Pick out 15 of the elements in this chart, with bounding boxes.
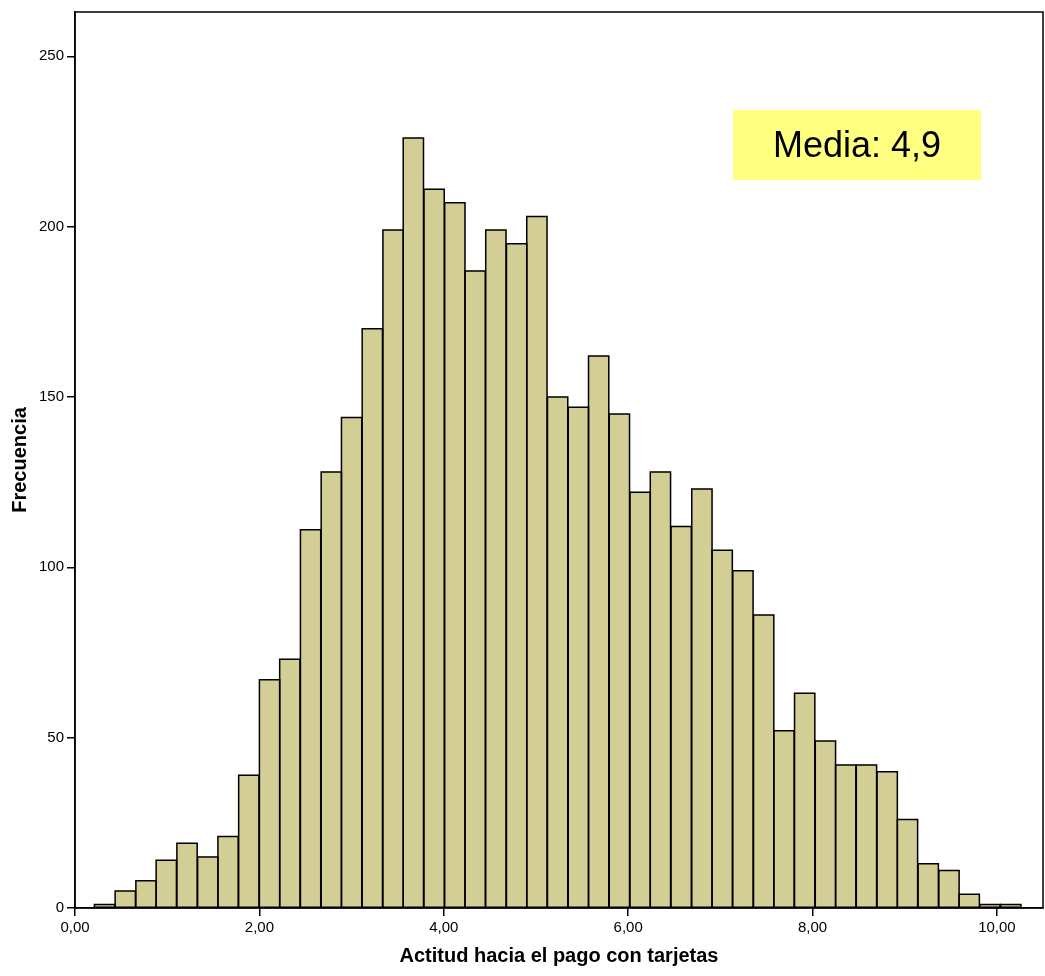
x-tick-label: 4,00 [429, 918, 459, 936]
y-tick-label: 150 [39, 387, 65, 405]
annotation: Media: 4,9 [732, 110, 981, 180]
x-tick-label: 10,00 [978, 918, 1016, 936]
x-axis-title: Actitud hacia el pago con tarjetas [399, 943, 719, 966]
y-tick-label: 200 [39, 216, 65, 234]
x-tick-label: 6,00 [613, 918, 643, 936]
x-tick-label: 0,00 [60, 918, 90, 936]
x-tick-label: 8,00 [797, 918, 828, 936]
y-tick-label: 0 [55, 898, 65, 916]
y-tick-label: 250 [39, 46, 65, 64]
y-tick-label: 50 [47, 727, 65, 745]
x-tick-label: 2,00 [244, 918, 274, 936]
y-axis-title: Frecuencia [7, 406, 30, 513]
y-tick-label: 100 [39, 557, 65, 575]
